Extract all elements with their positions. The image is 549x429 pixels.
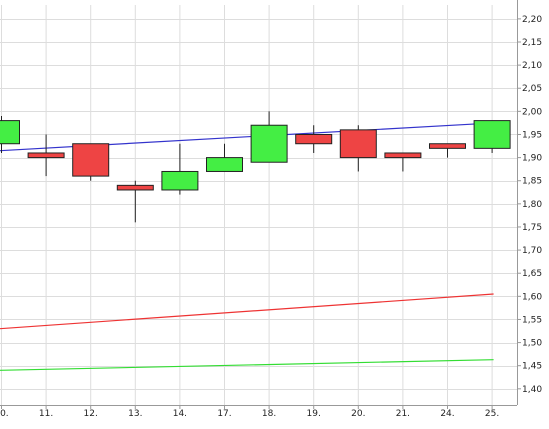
- trend-line: [0, 293, 494, 330]
- candle-body-down: [27, 152, 65, 159]
- y-tick-label: 2,05: [522, 84, 542, 94]
- candle-body-down: [339, 129, 377, 159]
- y-tick-label: 1,40: [522, 385, 542, 395]
- x-tick-label: 12.: [84, 409, 98, 419]
- candle-body-down: [384, 152, 422, 159]
- trend-line: [0, 359, 494, 371]
- x-tick-label: 10.: [0, 409, 9, 419]
- candles: [0, 111, 511, 223]
- y-tick-label: 2,00: [522, 107, 542, 117]
- x-tick-label: 25.: [485, 409, 499, 419]
- x-tick-label: 24.: [440, 409, 454, 419]
- x-tick-label: 13.: [128, 409, 142, 419]
- x-tick-label: 20.: [351, 409, 365, 419]
- y-tick-label: 1,95: [522, 130, 542, 140]
- candle-body-down: [72, 143, 110, 177]
- x-tick-label: 21.: [396, 409, 410, 419]
- y-tick-label: 2,20: [522, 15, 542, 25]
- gridlines: [0, 5, 517, 405]
- candle-body-up: [473, 120, 511, 149]
- x-tick-label: 14.: [173, 409, 187, 419]
- y-tick-label: 1,50: [522, 339, 542, 349]
- axes: 2,20 2,15 2,10 2,05 2,00 1,95 1,90 1,85 1,80 1,75…: [0, 0, 542, 419]
- x-tick-label: 17.: [217, 409, 231, 419]
- candle-body-up: [0, 120, 20, 145]
- x-tick-label: 11.: [39, 409, 53, 419]
- y-tick-label: 1,75: [522, 223, 542, 233]
- candle-body-up: [206, 157, 243, 172]
- y-tick-label: 2,10: [522, 61, 542, 71]
- x-tick-label: 19.: [307, 409, 321, 419]
- y-tick-label: 1,85: [522, 177, 542, 187]
- y-tick-label: 2,15: [522, 38, 542, 48]
- y-tick-label: 1,45: [522, 362, 542, 372]
- y-tick-label: 1,90: [522, 154, 542, 164]
- y-tick-label: 1,55: [522, 315, 542, 325]
- y-tick-label: 1,60: [522, 292, 542, 302]
- y-tick-label: 1,65: [522, 269, 542, 279]
- y-tick-label: 1,70: [522, 246, 542, 256]
- candle-body-down: [429, 143, 466, 149]
- candle-body-down: [295, 133, 333, 145]
- candle-body-up: [161, 170, 199, 191]
- candle-body-up: [250, 124, 288, 163]
- candle-body-down: [116, 184, 154, 191]
- y-tick-label: 1,80: [522, 200, 542, 210]
- x-tick-label: 18.: [262, 409, 276, 419]
